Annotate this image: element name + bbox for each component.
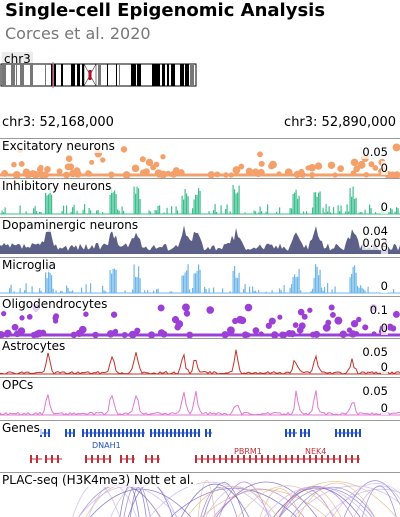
chromosome-ideogram[interactable] xyxy=(0,62,200,88)
plac-seq-arcs xyxy=(72,479,400,517)
axis-tick-label: 0 xyxy=(380,321,388,335)
gene-label-nek4: NEK4 xyxy=(305,447,327,456)
axis-tick-label: 0 xyxy=(380,200,388,214)
app-subtitle: Corces et al. 2020 xyxy=(5,24,151,43)
axis-tick-label: 0.1 xyxy=(369,303,388,317)
axis-tick-label: 0.04 xyxy=(362,224,388,238)
axis-tick-label: 0.05 xyxy=(362,384,388,398)
genes-plot xyxy=(30,429,361,463)
axis-tick-label: 0.05 xyxy=(362,145,388,159)
axis-tick-label: 0 xyxy=(380,401,388,415)
track-label: Dopaminergic neurons xyxy=(2,218,141,232)
gene-label-dnah1: DNAH1 xyxy=(92,441,121,450)
track-oligodendrocytes[interactable]: Oligodendrocytes 0.1 0 xyxy=(0,296,400,339)
plac-seq-track[interactable]: PLAC-seq (H3K4me3) Nott et al. xyxy=(0,472,400,517)
range-end-label: chr3: 52,890,000 xyxy=(284,115,396,130)
chromosome-label: chr3 xyxy=(2,52,33,66)
track-opcs[interactable]: OPCs 0.05 0 xyxy=(0,377,400,419)
track-label: OPCs xyxy=(2,378,36,392)
track-excitatory-neurons[interactable]: Excitatory neurons 0.05 0 xyxy=(0,138,400,179)
track-label: Inhibitory neurons xyxy=(2,179,114,193)
track-microglia[interactable]: Microglia 0 xyxy=(0,257,400,297)
track-dopaminergic-neurons[interactable]: Dopaminergic neurons 0.04 0.02 0 xyxy=(0,217,400,258)
genes-track-label: Genes xyxy=(2,421,42,435)
axis-tick-label: 0 xyxy=(380,360,388,374)
gene-label-pbrm1: PBRM1 xyxy=(234,447,262,456)
plac-seq-track-label: PLAC-seq (H3K4me3) Nott et al. xyxy=(2,473,196,487)
axis-tick-label: 0 xyxy=(380,240,388,254)
track-label: Microglia xyxy=(2,258,58,272)
track-astrocytes[interactable]: Astrocytes 0.05 0 xyxy=(0,338,400,378)
track-inhibitory-neurons[interactable]: Inhibitory neurons 0 xyxy=(0,178,400,218)
track-label: Excitatory neurons xyxy=(2,139,117,153)
axis-tick-label: 0 xyxy=(380,161,388,175)
genes-track[interactable]: Genes DNAH1 PBRM1 NEK4 xyxy=(0,420,400,471)
axis-tick-label: 0.05 xyxy=(362,345,388,359)
axis-tick-label: 0 xyxy=(380,279,388,293)
track-label: Oligodendrocytes xyxy=(2,297,110,311)
app-title: Single-cell Epigenomic Analysis xyxy=(5,0,326,21)
track-label: Astrocytes xyxy=(2,339,68,353)
range-start-label: chr3: 52,168,000 xyxy=(2,115,114,130)
